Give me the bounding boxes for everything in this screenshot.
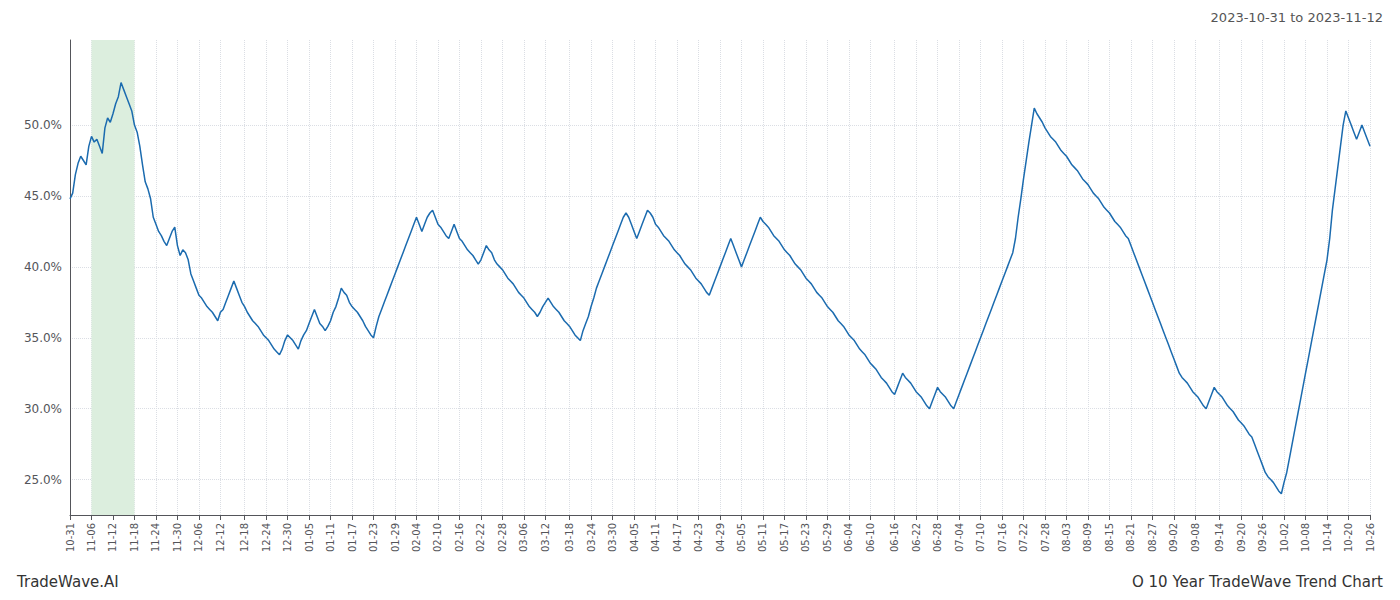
svg-text:03-24: 03-24 xyxy=(586,523,597,552)
svg-text:12-24: 12-24 xyxy=(261,523,272,552)
svg-text:02-22: 02-22 xyxy=(475,523,486,552)
svg-text:07-10: 07-10 xyxy=(975,523,986,552)
svg-text:06-16: 06-16 xyxy=(889,523,900,552)
svg-text:01-23: 01-23 xyxy=(368,523,379,552)
svg-text:12-30: 12-30 xyxy=(282,523,293,552)
svg-text:04-11: 04-11 xyxy=(650,523,661,552)
svg-text:06-22: 06-22 xyxy=(911,523,922,552)
svg-text:2023-10-31 to 2023-11-12: 2023-10-31 to 2023-11-12 xyxy=(1211,10,1383,25)
svg-text:35.0%: 35.0% xyxy=(24,331,62,345)
svg-text:06-04: 06-04 xyxy=(843,523,854,552)
svg-text:11-18: 11-18 xyxy=(129,523,140,552)
svg-text:07-22: 07-22 xyxy=(1018,523,1029,552)
svg-text:06-10: 06-10 xyxy=(865,523,876,552)
svg-text:05-17: 05-17 xyxy=(779,523,790,552)
svg-text:08-09: 08-09 xyxy=(1082,523,1093,552)
svg-text:05-23: 05-23 xyxy=(800,523,811,552)
svg-text:09-14: 09-14 xyxy=(1214,523,1225,552)
svg-text:12-12: 12-12 xyxy=(215,523,226,552)
svg-text:11-24: 11-24 xyxy=(150,523,161,552)
svg-text:03-18: 03-18 xyxy=(564,523,575,552)
svg-text:07-04: 07-04 xyxy=(954,523,965,552)
svg-text:05-05: 05-05 xyxy=(736,523,747,552)
svg-text:08-21: 08-21 xyxy=(1125,523,1136,552)
svg-text:05-29: 05-29 xyxy=(822,523,833,552)
svg-text:01-17: 01-17 xyxy=(347,523,358,552)
svg-text:10-20: 10-20 xyxy=(1343,523,1354,552)
svg-text:02-28: 02-28 xyxy=(497,523,508,552)
svg-text:05-11: 05-11 xyxy=(757,523,768,552)
svg-text:08-15: 08-15 xyxy=(1104,523,1115,552)
svg-text:04-17: 04-17 xyxy=(672,523,683,552)
svg-text:03-30: 03-30 xyxy=(607,523,618,552)
svg-text:08-27: 08-27 xyxy=(1147,523,1158,552)
svg-text:12-18: 12-18 xyxy=(239,523,250,552)
svg-text:02-10: 02-10 xyxy=(432,523,443,552)
svg-text:11-12: 11-12 xyxy=(107,523,118,552)
svg-text:08-03: 08-03 xyxy=(1061,523,1072,552)
svg-text:06-28: 06-28 xyxy=(932,523,943,552)
svg-text:01-11: 01-11 xyxy=(325,523,336,552)
svg-text:02-16: 02-16 xyxy=(454,523,465,552)
svg-text:09-26: 09-26 xyxy=(1257,523,1268,552)
svg-text:10-08: 10-08 xyxy=(1300,523,1311,552)
svg-text:09-08: 09-08 xyxy=(1190,523,1201,552)
svg-text:09-20: 09-20 xyxy=(1236,523,1247,552)
svg-text:04-23: 04-23 xyxy=(693,523,704,552)
svg-text:01-29: 01-29 xyxy=(390,523,401,552)
svg-text:10-02: 10-02 xyxy=(1279,523,1290,552)
svg-text:03-06: 03-06 xyxy=(518,523,529,552)
svg-text:50.0%: 50.0% xyxy=(24,118,62,132)
svg-text:07-28: 07-28 xyxy=(1040,523,1051,552)
svg-text:10-14: 10-14 xyxy=(1322,523,1333,552)
svg-text:10-26: 10-26 xyxy=(1365,523,1376,552)
svg-text:01-05: 01-05 xyxy=(304,523,315,552)
svg-text:45.0%: 45.0% xyxy=(24,189,62,203)
svg-text:12-06: 12-06 xyxy=(193,523,204,552)
svg-text:11-30: 11-30 xyxy=(172,523,183,552)
svg-text:O 10 Year TradeWave Trend Char: O 10 Year TradeWave Trend Chart xyxy=(1132,573,1383,591)
svg-text:25.0%: 25.0% xyxy=(24,473,62,487)
svg-text:04-05: 04-05 xyxy=(629,523,640,552)
svg-text:10-31: 10-31 xyxy=(65,523,76,552)
svg-text:09-02: 09-02 xyxy=(1168,523,1179,552)
svg-text:11-06: 11-06 xyxy=(86,523,97,552)
svg-text:03-12: 03-12 xyxy=(540,523,551,552)
svg-text:TradeWave.AI: TradeWave.AI xyxy=(16,573,119,591)
svg-text:40.0%: 40.0% xyxy=(24,260,62,274)
svg-text:02-04: 02-04 xyxy=(411,523,422,552)
svg-text:04-29: 04-29 xyxy=(715,523,726,552)
svg-text:30.0%: 30.0% xyxy=(24,402,62,416)
svg-text:07-16: 07-16 xyxy=(997,523,1008,552)
